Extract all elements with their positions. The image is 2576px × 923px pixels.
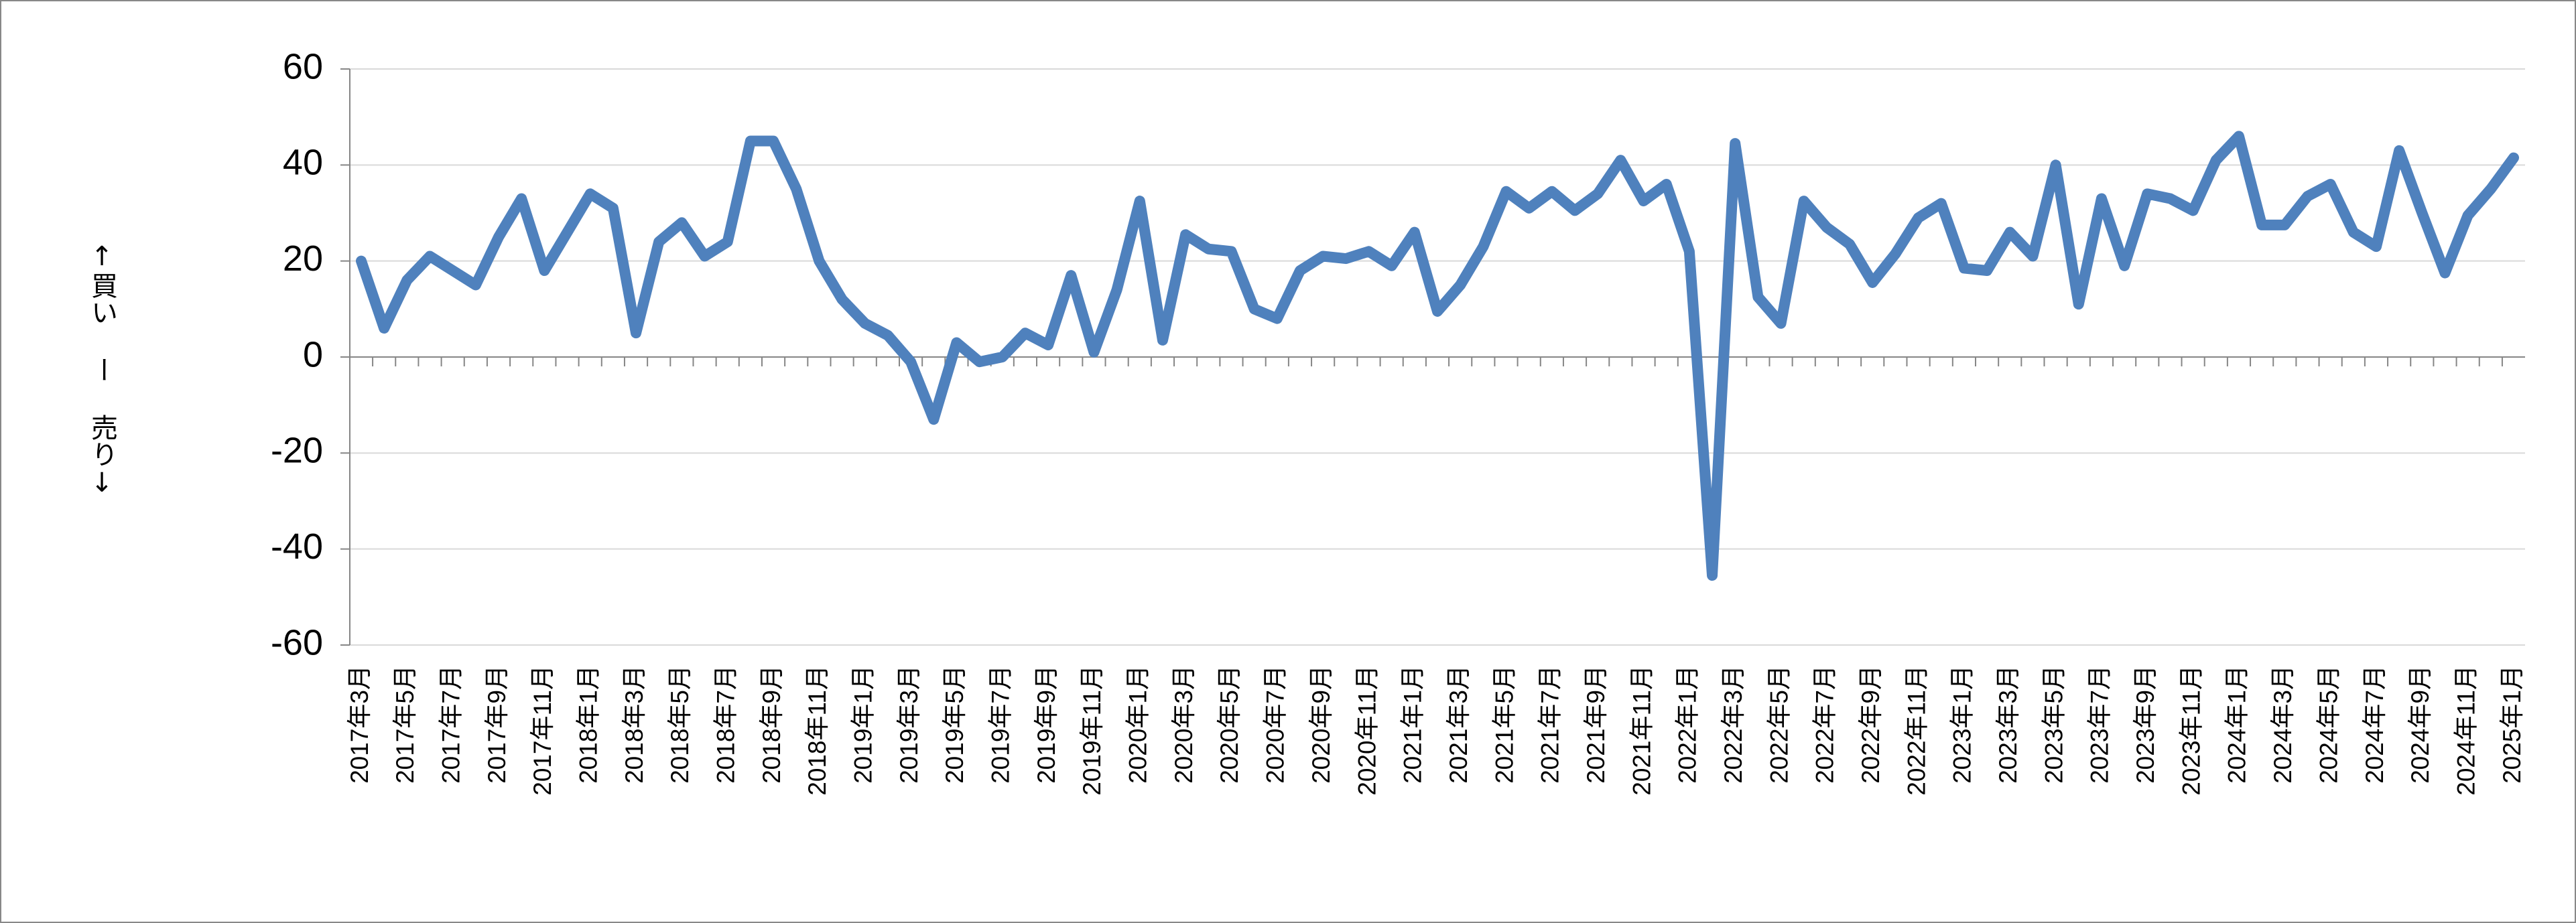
x-tick-label: 2017年7月 (437, 665, 464, 784)
x-tick-label: 2025年1月 (2498, 665, 2526, 784)
y-tick-label: 20 (283, 238, 323, 279)
x-tick-label: 2023年3月 (1994, 665, 2022, 784)
y-tick-label: -20 (271, 431, 323, 471)
x-tick-label: 2021年3月 (1445, 665, 1472, 784)
x-tick-label: 2017年3月 (346, 665, 373, 784)
x-tick-label: 2023年5月 (2040, 665, 2067, 784)
x-tick-label: 2022年1月 (1674, 665, 1701, 784)
x-tick-label: 2019年7月 (987, 665, 1015, 784)
x-tick-label: 2019年9月 (1033, 665, 1060, 784)
x-tick-label: 2019年5月 (941, 665, 968, 784)
x-tick-label: 2020年3月 (1170, 665, 1198, 784)
x-tick-label: 2019年3月 (895, 665, 923, 784)
x-tick-label: 2021年11月 (1628, 665, 1655, 796)
x-tick-label: 2018年5月 (666, 665, 694, 784)
x-tick-label: 2022年7月 (1811, 665, 1839, 784)
x-tick-label: 2023年9月 (2132, 665, 2159, 784)
x-tick-label: 2024年1月 (2224, 665, 2251, 784)
x-tick-label: 2019年1月 (850, 665, 877, 784)
x-tick-label: 2021年5月 (1490, 665, 1518, 784)
x-tick-label: 2018年7月 (712, 665, 740, 784)
x-tick-label: 2024年11月 (2452, 665, 2480, 796)
x-tick-label: 2024年3月 (2269, 665, 2297, 784)
y-tick-label: -40 (271, 526, 323, 567)
x-tick-label: 2018年1月 (574, 665, 602, 784)
x-tick-label: 2022年11月 (1903, 665, 1930, 796)
x-tick-label: 2022年3月 (1720, 665, 1747, 784)
x-tick-label: 2017年9月 (483, 665, 511, 784)
x-tick-label: 2023年7月 (2086, 665, 2114, 784)
x-tick-label: 2017年11月 (529, 665, 556, 796)
x-tick-label: 2024年9月 (2406, 665, 2434, 784)
x-tick-label: 2019年11月 (1078, 665, 1106, 796)
x-tick-label: 2020年11月 (1353, 665, 1380, 796)
y-tick-label: -60 (271, 622, 323, 662)
y-tick-label: 0 (303, 334, 323, 374)
x-tick-label: 2021年9月 (1582, 665, 1610, 784)
y-axis-label: ↑買い ー 売り↓ (86, 241, 117, 498)
x-tick-label: 2018年11月 (803, 665, 831, 796)
x-tick-label: 2023年1月 (1949, 665, 1976, 784)
x-tick-label: 2018年3月 (621, 665, 648, 784)
x-tick-label: 2021年7月 (1537, 665, 1564, 784)
x-tick-label: 2020年5月 (1216, 665, 1243, 784)
x-tick-label: 2020年7月 (1262, 665, 1289, 784)
x-tick-label: 2021年1月 (1399, 665, 1427, 784)
x-tick-label: 2020年9月 (1307, 665, 1335, 784)
x-tick-label: 2017年5月 (391, 665, 419, 784)
x-tick-label: 2024年7月 (2361, 665, 2388, 784)
x-tick-label: 2022年5月 (1765, 665, 1793, 784)
x-tick-label: 2024年5月 (2315, 665, 2342, 784)
data-line (356, 131, 2519, 581)
x-tick-label: 2020年1月 (1124, 665, 1152, 784)
y-tick-label: 40 (283, 143, 323, 183)
x-tick-label: 2018年9月 (758, 665, 785, 784)
x-tick-label: 2023年11月 (2177, 665, 2205, 796)
x-tick-label: 2022年9月 (1857, 665, 1884, 784)
y-tick-label: 60 (283, 46, 323, 86)
